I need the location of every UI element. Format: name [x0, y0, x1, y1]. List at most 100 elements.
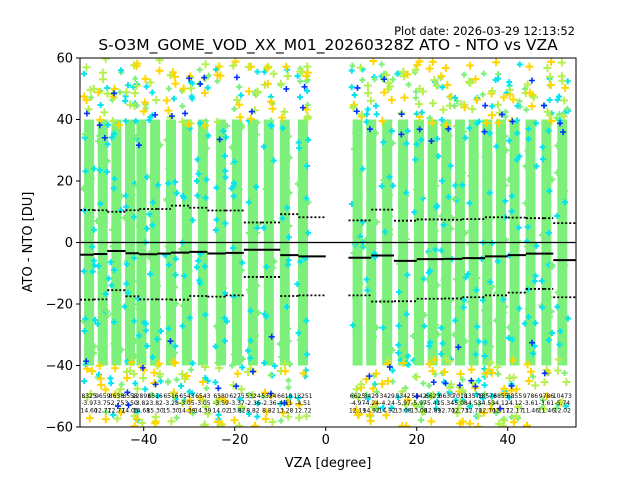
scatter-point	[506, 394, 513, 401]
scatter-point	[133, 182, 140, 189]
column-std: 13.28	[276, 408, 293, 415]
scatter-point	[465, 419, 474, 427]
scatter-point	[267, 97, 276, 106]
scatter-point	[201, 74, 208, 81]
scatter-point	[521, 320, 528, 327]
scatter-point	[499, 93, 508, 102]
scatter-point	[95, 263, 102, 270]
column-mean: -5.41	[425, 400, 441, 407]
scatter-point	[88, 243, 95, 250]
plot-date: Plot date: 2026-03-29 12:13:52	[394, 24, 575, 38]
scatter-point	[410, 333, 417, 340]
scatter-point	[389, 76, 396, 83]
scatter-point	[216, 422, 225, 427]
data-column	[464, 61, 483, 427]
scatter-point	[97, 102, 104, 109]
scatter-point	[388, 404, 395, 411]
scatter-point	[538, 277, 545, 284]
scatter-point	[502, 133, 509, 140]
scatter-point	[104, 121, 111, 128]
scatter-point	[476, 401, 483, 408]
scatter-point	[268, 123, 275, 130]
scatter-point	[262, 186, 269, 193]
scatter-point	[349, 103, 358, 112]
scatter-point	[229, 362, 236, 369]
scatter-point	[529, 373, 536, 380]
scatter-point	[387, 226, 394, 233]
scatter-point	[364, 89, 373, 98]
data-column	[228, 58, 246, 427]
scatter-point	[102, 290, 109, 297]
scatter-point	[178, 382, 185, 389]
column-count: 8638	[109, 393, 124, 400]
scatter-point	[165, 325, 172, 332]
scatter-point	[525, 135, 532, 142]
scatter-point	[481, 307, 488, 314]
scatter-point	[202, 311, 209, 318]
scatter-point	[556, 93, 563, 100]
scatter-point	[253, 332, 260, 339]
scatter-point	[399, 359, 408, 368]
scatter-point	[305, 229, 312, 236]
scatter-point	[359, 165, 366, 172]
scatter-point	[404, 127, 411, 134]
scatter-point	[488, 393, 495, 400]
scatter-point	[351, 92, 358, 99]
scatter-point	[522, 200, 529, 207]
scatter-point	[254, 68, 261, 75]
scatter-point	[538, 232, 545, 239]
scatter-point	[516, 305, 523, 312]
scatter-point	[286, 222, 293, 229]
scatter-point	[546, 72, 555, 81]
scatter-point	[267, 390, 274, 397]
scatter-point	[233, 95, 242, 104]
scatter-point	[279, 215, 286, 222]
scatter-point	[426, 382, 433, 389]
scatter-point	[486, 332, 493, 339]
column-std: 14.60	[81, 408, 98, 415]
scatter-point	[411, 209, 418, 216]
column-std: 12.17	[492, 408, 509, 415]
scatter-point	[486, 189, 493, 196]
scatter-point	[111, 266, 118, 273]
scatter-point	[302, 412, 311, 421]
scatter-point	[508, 208, 515, 215]
column-mean: -3.28	[163, 400, 179, 407]
scatter-point	[418, 136, 425, 143]
column-std: 12.70	[438, 408, 455, 415]
scatter-point	[107, 259, 114, 266]
scatter-point	[546, 80, 555, 89]
data-column	[394, 67, 412, 427]
scatter-point	[388, 128, 395, 135]
scatter-point	[509, 373, 518, 382]
scatter-point	[363, 276, 370, 283]
scatter-point	[287, 393, 294, 400]
scatter-point	[387, 95, 396, 104]
scatter-point	[539, 397, 546, 404]
scatter-point	[143, 225, 150, 232]
scatter-point	[110, 411, 117, 418]
scatter-point	[387, 231, 394, 238]
scatter-point	[230, 245, 237, 251]
scatter-point	[506, 137, 513, 144]
column-std: 13.08	[394, 408, 411, 415]
scatter-point	[452, 94, 459, 101]
scatter-point	[363, 391, 370, 398]
scatter-point	[389, 346, 396, 353]
column-std: 12.70	[465, 408, 482, 415]
scatter-point	[132, 118, 139, 125]
scatter-point	[165, 379, 172, 386]
scatter-point	[467, 172, 474, 179]
scatter-point	[456, 419, 465, 427]
scatter-point	[493, 289, 500, 296]
scatter-point	[403, 395, 412, 404]
scatter-point	[129, 192, 136, 199]
scatter-point	[523, 80, 532, 89]
scatter-point	[475, 338, 482, 345]
scatter-point	[236, 396, 243, 403]
scatter-point	[108, 282, 115, 289]
scatter-point	[172, 178, 179, 185]
scatter-point	[565, 315, 572, 322]
scatter-point	[283, 85, 290, 92]
scatter-point	[438, 116, 445, 123]
